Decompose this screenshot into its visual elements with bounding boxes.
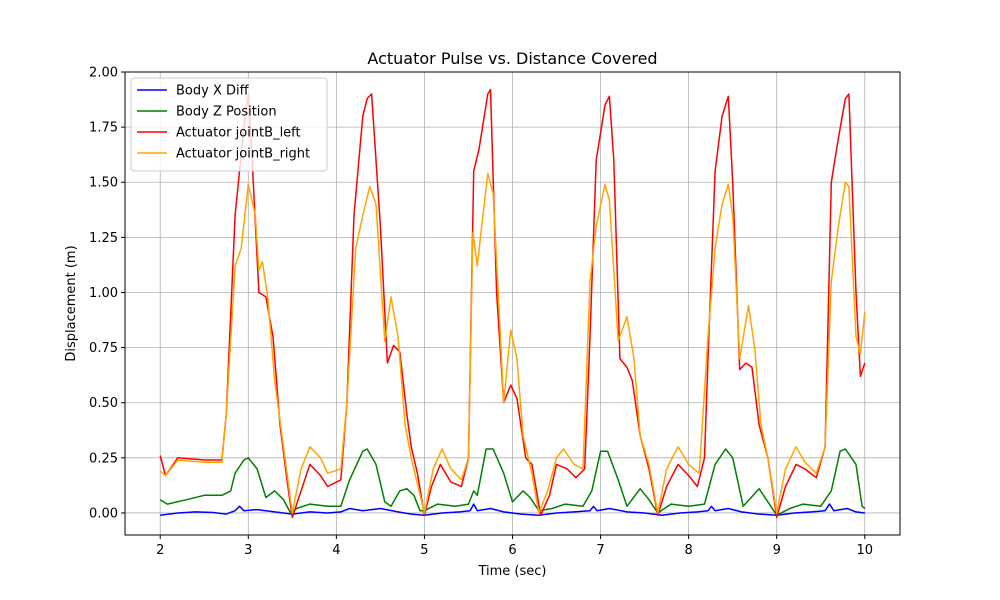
x-tick-label: 10 — [856, 543, 873, 558]
legend-label: Actuator jointB_right — [176, 147, 310, 162]
x-tick-label: 3 — [244, 543, 252, 558]
y-tick-label: 2.00 — [89, 66, 118, 81]
y-tick-label: 0.75 — [89, 341, 118, 356]
y-tick-label: 0.25 — [89, 451, 118, 466]
series-line — [160, 503, 865, 516]
y-tick-label: 1.75 — [89, 121, 118, 136]
legend-label: Body X Diff — [176, 84, 250, 99]
x-tick-label: 2 — [156, 543, 164, 558]
x-tick-label: 6 — [508, 543, 516, 558]
x-tick-label: 8 — [684, 543, 692, 558]
series-line — [159, 448, 866, 516]
x-tick-label: 9 — [773, 543, 781, 558]
y-tick-label: 1.50 — [89, 176, 118, 191]
x-tick-label: 5 — [420, 543, 428, 558]
y-tick-label: 0.00 — [89, 506, 118, 521]
y-tick-label: 0.50 — [89, 396, 118, 411]
legend-label: Body Z Position — [176, 105, 277, 120]
legend-label: Actuator jointB_left — [176, 126, 301, 141]
x-axis-label: Time (sec) — [477, 564, 546, 579]
x-tick-label: 7 — [596, 543, 604, 558]
series-line — [159, 172, 866, 514]
x-tick-label: 4 — [332, 543, 340, 558]
chart-title: Actuator Pulse vs. Distance Covered — [367, 49, 657, 68]
series-lines — [159, 88, 866, 519]
series-line — [159, 88, 866, 519]
y-tick-label: 1.25 — [89, 231, 118, 246]
y-tick-label: 1.00 — [89, 286, 118, 301]
axis-ticks: 2 3 4 5 6 7 8 9 10 0.00 0.25 0.50 0.75 1.00 1.25 1.50 1.… — [89, 66, 873, 559]
y-axis-label: Displacement (m) — [64, 245, 79, 361]
legend: Body X Diff Body Z Position Actuator joint… — [130, 77, 328, 172]
legend-box — [130, 77, 328, 172]
